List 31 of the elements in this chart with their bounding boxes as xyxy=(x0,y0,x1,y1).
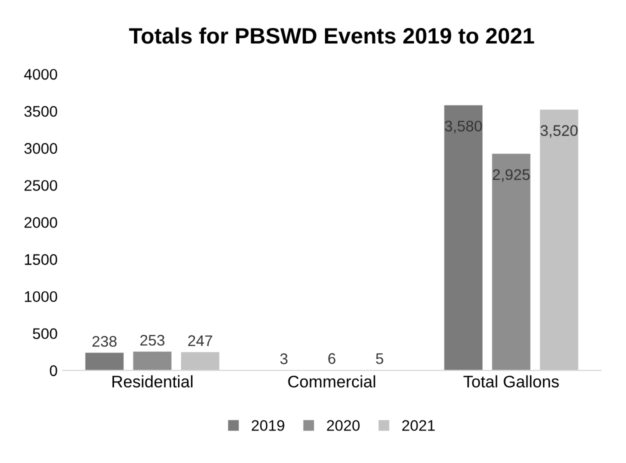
y-tick-label: 1500 xyxy=(24,254,58,265)
bar xyxy=(85,352,124,370)
legend-label: 2021 xyxy=(402,420,435,431)
y-tick-label: 4000 xyxy=(24,68,58,80)
chart-title: Totals for PBSWD Events 2019 to 2021 xyxy=(129,27,534,44)
y-tick-label: 1000 xyxy=(24,291,58,302)
x-tick-label: Residential xyxy=(112,375,192,388)
bar xyxy=(444,105,483,370)
data-label: 247 xyxy=(188,335,212,346)
y-tick-label: 500 xyxy=(32,328,58,340)
y-tick-label: 0 xyxy=(50,365,58,376)
data-label: 3 xyxy=(280,353,288,364)
y-tick-label: 2000 xyxy=(24,217,58,228)
x-tick-label: Commercial xyxy=(288,375,376,388)
y-tick-label: 2500 xyxy=(24,180,58,191)
data-label: 3,580 xyxy=(444,120,482,134)
data-label: 3,520 xyxy=(540,125,578,138)
legend-label: 2020 xyxy=(327,420,360,431)
bar xyxy=(540,110,578,370)
data-label: 253 xyxy=(140,334,164,346)
bar xyxy=(181,352,220,370)
y-tick-label: 3500 xyxy=(24,106,58,117)
data-label: 238 xyxy=(92,336,117,347)
data-label: 2,925 xyxy=(492,169,530,182)
y-tick-label: 3000 xyxy=(24,143,58,154)
data-label: 6 xyxy=(328,353,336,364)
bar xyxy=(133,352,172,370)
bar xyxy=(492,154,530,370)
data-label: 5 xyxy=(376,353,384,364)
legend-label: 2019 xyxy=(252,420,284,431)
x-tick-label: Total Gallons xyxy=(463,375,559,388)
